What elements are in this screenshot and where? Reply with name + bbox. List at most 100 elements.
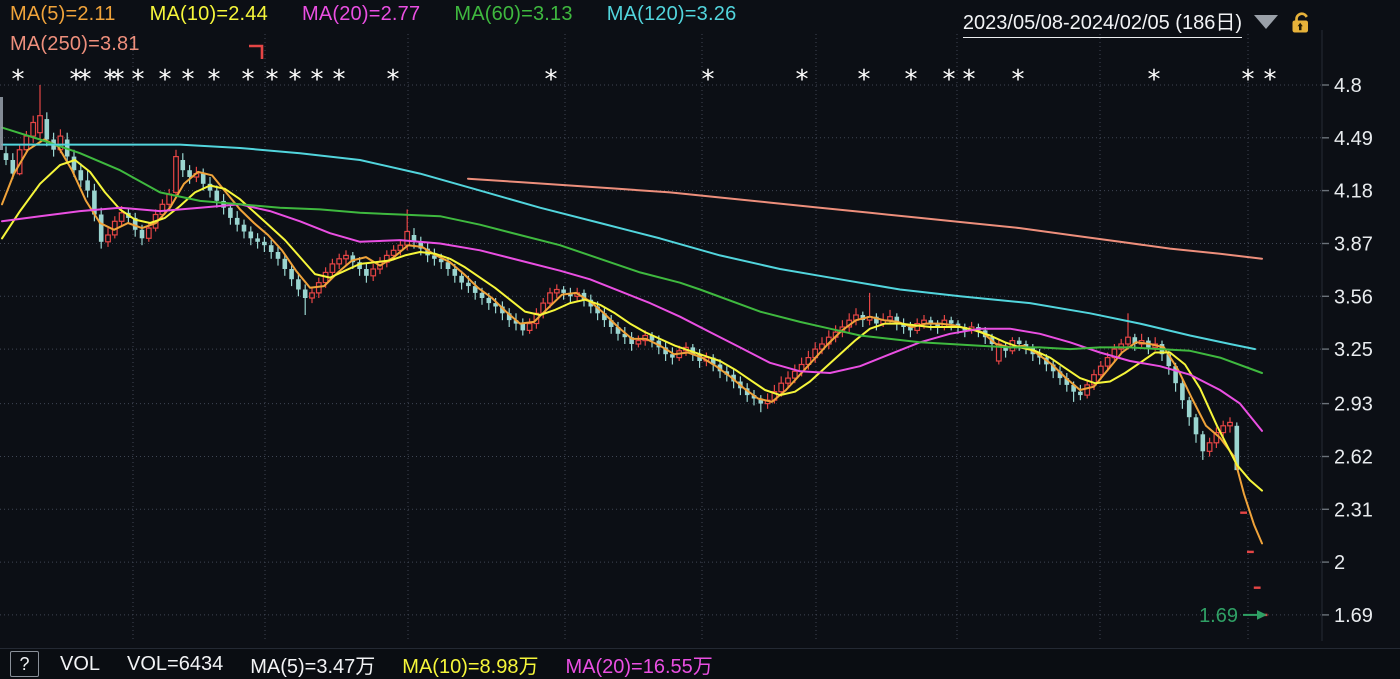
candle-down xyxy=(670,354,675,358)
candle-down xyxy=(908,327,913,331)
candle-down xyxy=(71,156,77,171)
event-asterisk-icon: * xyxy=(943,65,956,95)
ma-line-MA10 xyxy=(1,159,1263,492)
candle-down xyxy=(411,235,417,242)
y-axis-label: 3.25 xyxy=(1334,339,1373,361)
ma-line-MA250 xyxy=(467,177,1263,260)
candle-up xyxy=(1091,374,1097,386)
candle-down xyxy=(207,183,213,191)
candle-down xyxy=(901,323,906,327)
y-axis-label: 2.62 xyxy=(1334,447,1373,469)
toolbar-vol-ma5: MA(5)=3.47万 xyxy=(250,655,376,678)
candle-up xyxy=(105,234,111,243)
legend-ma5: MA(5)=2.11 xyxy=(10,3,116,25)
candle-up xyxy=(553,288,560,294)
candle-down xyxy=(629,337,634,344)
y-axis-label: 2.93 xyxy=(1334,394,1373,416)
indicator-toolbar: ? VOL VOL=6434 MA(5)=3.47万 MA(10)=8.98万 … xyxy=(0,648,1400,679)
candle-down xyxy=(139,229,145,239)
candle-up xyxy=(785,377,791,384)
candle-down xyxy=(1078,391,1083,396)
candle-up xyxy=(118,212,125,222)
ma-line-MA120 xyxy=(1,143,1256,351)
candle-up xyxy=(329,263,336,273)
candle-down xyxy=(472,286,478,293)
event-asterisk-icon: * xyxy=(208,65,221,95)
event-asterisk-icon: * xyxy=(858,65,871,95)
candle-down xyxy=(493,303,498,307)
candle-up xyxy=(370,268,377,277)
legend-ma120: MA(120)=3.26 xyxy=(606,3,737,25)
candle-down xyxy=(1003,347,1008,351)
candle-down xyxy=(935,323,940,327)
candle-down xyxy=(595,306,600,314)
y-axis-label: 3.56 xyxy=(1334,286,1373,308)
toolbar-vol-ma20: MA(20)=16.55万 xyxy=(565,655,713,678)
y-axis: 4.8 4.49 4.18 3.87 3.56 3.25 2.93 2.62 2.31 2 1.69 xyxy=(1322,75,1373,627)
candle-down xyxy=(98,214,104,242)
toolbar-vol-ma10: MA(10)=8.98万 xyxy=(402,655,539,678)
candle-down xyxy=(262,241,267,246)
candle-down xyxy=(663,347,668,355)
legend-ma60: MA(60)=3.13 xyxy=(454,3,573,25)
candle-down xyxy=(1173,366,1178,384)
candle-up xyxy=(1084,384,1091,396)
left-edge-artifact-top xyxy=(0,97,3,150)
candle-down xyxy=(248,231,254,239)
candle-down xyxy=(506,313,512,321)
candle-down xyxy=(466,282,471,287)
candlestick-series xyxy=(3,85,1268,617)
event-asterisk-icon: * xyxy=(242,65,255,95)
toolbar-vol-label[interactable]: VOL xyxy=(60,652,101,675)
candle-up xyxy=(1227,421,1233,427)
candle-down xyxy=(234,217,240,225)
candle-down xyxy=(241,224,247,232)
candle-up xyxy=(336,258,343,265)
event-asterisk-icon: * xyxy=(104,65,117,95)
candle-up xyxy=(404,230,411,246)
candle-down xyxy=(187,170,192,177)
candle-up xyxy=(1097,365,1104,376)
candle-up xyxy=(23,135,30,151)
date-range-label[interactable]: 2023/05/08-2024/02/05 (186日) xyxy=(962,6,1242,38)
candle-down xyxy=(1193,417,1199,435)
event-asterisk-icon: * xyxy=(796,65,809,95)
kline-chart[interactable]: 4.8 4.49 4.18 3.87 3.56 3.25 2.93 2.62 2.31 2 1.69… xyxy=(0,0,1400,648)
last-price-label: 1.69 xyxy=(1199,605,1238,627)
y-axis-label: 2.31 xyxy=(1334,499,1373,521)
event-asterisk-icon: * xyxy=(12,65,25,95)
candle-down xyxy=(1180,383,1185,401)
candle-down xyxy=(357,262,362,269)
candle-down xyxy=(649,335,655,341)
event-asterisk-icon: * xyxy=(182,65,195,95)
event-asterisk-icon: * xyxy=(289,65,302,95)
candle-down xyxy=(1016,340,1022,344)
event-asterisk-icon: * xyxy=(333,65,346,95)
candle-down xyxy=(180,160,186,171)
candle-down xyxy=(1071,384,1076,392)
candle-down xyxy=(758,398,764,404)
candle-up xyxy=(1125,336,1131,345)
candle-down xyxy=(452,269,458,276)
candle-down xyxy=(1234,425,1240,471)
candle-down xyxy=(418,241,424,249)
date-range-control[interactable]: 2023/05/08-2024/02/05 (186日) xyxy=(962,6,1314,38)
candle-up xyxy=(390,249,397,257)
candle-up xyxy=(30,121,37,137)
help-button[interactable]: ? xyxy=(10,651,39,677)
candle-down xyxy=(568,292,573,297)
event-asterisk-icon: * xyxy=(1264,65,1277,95)
candle-down xyxy=(561,289,566,293)
candle-down xyxy=(615,327,621,334)
event-asterisk-icon: * xyxy=(70,65,83,95)
candle-up xyxy=(778,382,785,393)
candle-down xyxy=(438,258,444,263)
event-asterisk-icon: * xyxy=(311,65,324,95)
event-marker-asterisks: * ** ** * * * * * * * * * * * * * * * * * * * * * xyxy=(12,65,1277,95)
candle-down xyxy=(214,190,220,201)
chevron-down-icon[interactable] xyxy=(1253,14,1279,30)
candle-down xyxy=(1200,434,1206,452)
candle-down xyxy=(1050,364,1056,372)
candle-down xyxy=(255,238,260,242)
unlock-icon[interactable] xyxy=(1290,10,1314,35)
